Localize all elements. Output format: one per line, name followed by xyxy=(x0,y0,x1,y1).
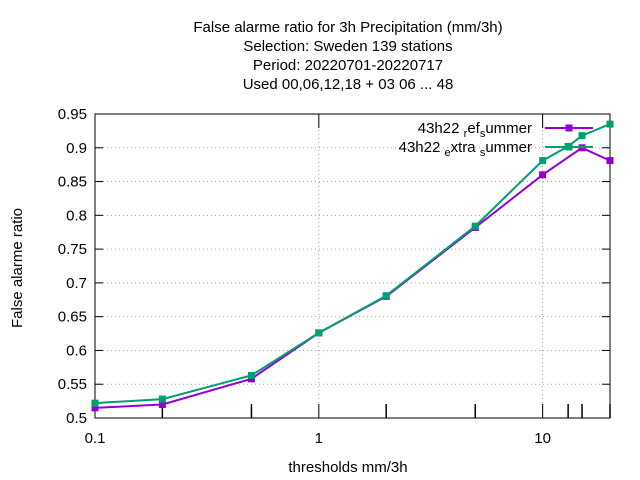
legend-marker xyxy=(565,143,573,151)
y-tick-label: 0.55 xyxy=(58,376,87,393)
title-line: Selection: Sweden 139 stations xyxy=(243,38,452,55)
legend-entry: 43h22 extra summer xyxy=(399,139,593,159)
data-point xyxy=(91,404,99,412)
axis-ticks: 0.5 0.55 0.6 0.65 0.7 0.75 0.8 0.85 0.9 0.95 0.1 1 1… xyxy=(58,106,611,447)
data-point xyxy=(158,400,166,408)
y-tick-label: 0.7 xyxy=(66,275,87,292)
legend-marker xyxy=(565,124,573,132)
data-point xyxy=(578,132,586,140)
plot-frame xyxy=(94,113,611,419)
y-tick-label: 0.65 xyxy=(58,309,87,326)
chart-title: False alarme ratio for 3h Precipitation … xyxy=(193,19,502,93)
series xyxy=(91,120,614,407)
y-tick-label: 0.9 xyxy=(66,140,87,157)
title-line: Used 00,06,12,18 + 03 06 ... 48 xyxy=(243,76,454,93)
legend-label: 43h22 extra summer xyxy=(399,139,532,159)
data-point xyxy=(91,399,99,407)
data-point xyxy=(382,292,390,300)
data-point xyxy=(539,171,547,179)
x-tick-label: 1 xyxy=(315,430,323,447)
grid xyxy=(95,114,610,418)
series xyxy=(91,144,614,412)
y-tick-label: 0.75 xyxy=(58,241,87,258)
x-tick-label: 0.1 xyxy=(85,430,106,447)
data-point xyxy=(158,395,166,403)
data-point xyxy=(606,157,614,165)
title-line: Period: 20220701-20220717 xyxy=(253,57,443,74)
series-group xyxy=(91,120,614,412)
y-tick-label: 0.8 xyxy=(66,207,87,224)
x-tick-label: 10 xyxy=(534,430,551,447)
data-point xyxy=(315,329,323,337)
y-axis-label: False alarme ratio xyxy=(9,208,26,328)
legend-entry: 43h22 refsummer xyxy=(418,120,593,140)
y-tick-label: 0.5 xyxy=(66,410,87,427)
y-tick-label: 0.85 xyxy=(58,174,87,191)
legend-label: 43h22 refsummer xyxy=(418,120,532,140)
x-axis-label: thresholds mm/3h xyxy=(288,459,407,476)
data-point xyxy=(606,120,614,128)
data-point xyxy=(471,222,479,230)
data-point xyxy=(539,157,547,165)
y-tick-label: 0.6 xyxy=(66,342,87,359)
series-line xyxy=(94,123,611,405)
title-line: False alarme ratio for 3h Precipitation … xyxy=(193,19,502,36)
data-point xyxy=(247,371,255,379)
series-line xyxy=(94,146,611,409)
y-tick-label: 0.95 xyxy=(58,106,87,123)
